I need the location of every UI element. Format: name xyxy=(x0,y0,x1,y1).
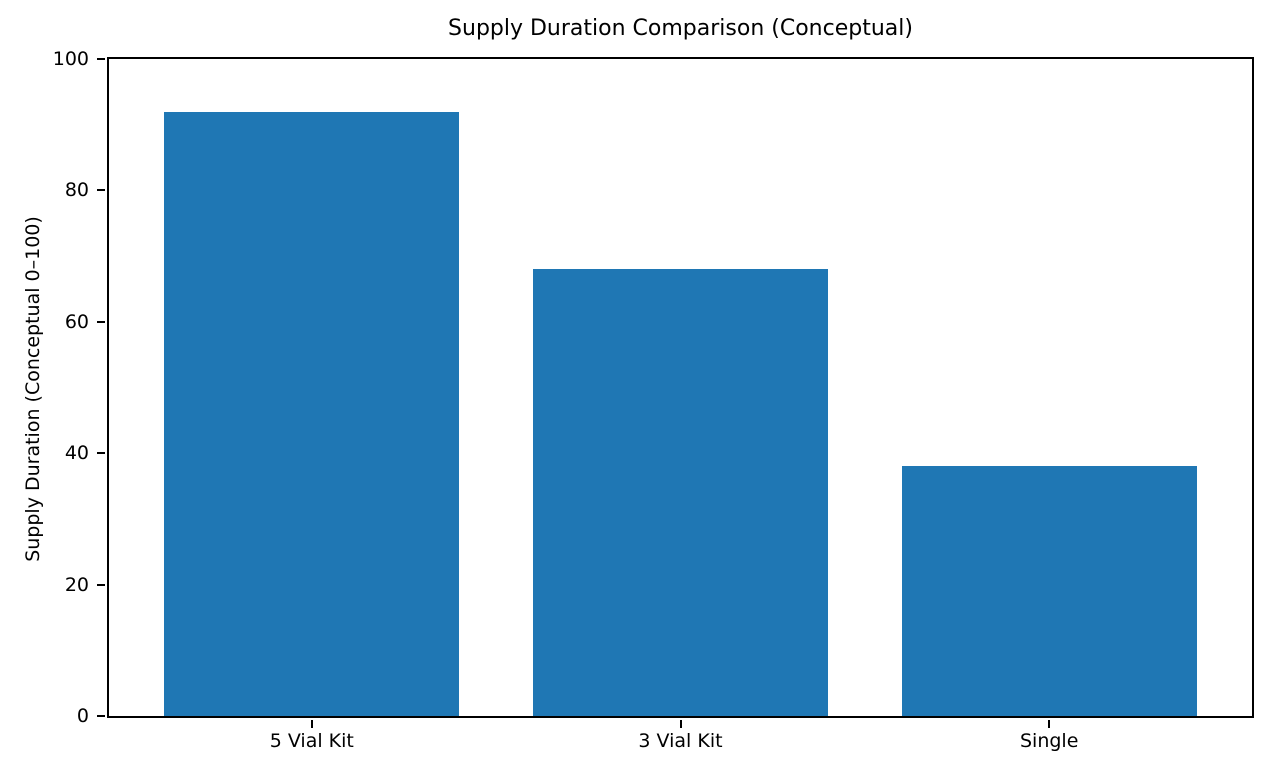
y-tick-mark-20 xyxy=(97,583,105,586)
y-tick-mark-40 xyxy=(97,452,105,455)
y-axis-label: Supply Duration (Conceptual 0–100) xyxy=(22,216,44,562)
x-tick-label-3-vial-kit: 3 Vial Kit xyxy=(638,730,723,752)
x-tick-label-single: Single xyxy=(1019,730,1079,752)
y-tick-label-80: 80 xyxy=(64,179,89,202)
bar-5-vial-kit xyxy=(164,111,460,716)
y-tick-label-20: 20 xyxy=(64,573,89,596)
y-tick-label-60: 60 xyxy=(64,310,89,333)
y-tick-mark-0 xyxy=(97,715,105,717)
bar-single xyxy=(901,466,1197,716)
y-tick-label-40: 40 xyxy=(64,442,89,465)
chart-title: Supply Duration Comparison (Conceptual) xyxy=(448,16,913,41)
x-tick-label-5-vial-kit: 5 Vial Kit xyxy=(269,730,354,752)
bar-3-vial-kit xyxy=(533,269,828,716)
y-tick-label-100: 100 xyxy=(52,48,89,70)
y-tick-label-0: 0 xyxy=(76,705,89,727)
x-tick-mark-single xyxy=(1048,720,1051,728)
y-tick-mark-100 xyxy=(97,58,105,60)
x-tick-mark-5-vial-kit xyxy=(310,720,313,728)
x-tick-mark-3-vial-kit xyxy=(679,720,682,728)
plot-area: 0 20 40 60 80 100 5 Vial Kit 3 Vial Kit Single xyxy=(53,48,1254,752)
y-tick-mark-60 xyxy=(97,320,105,323)
y-tick-mark-80 xyxy=(97,189,105,192)
